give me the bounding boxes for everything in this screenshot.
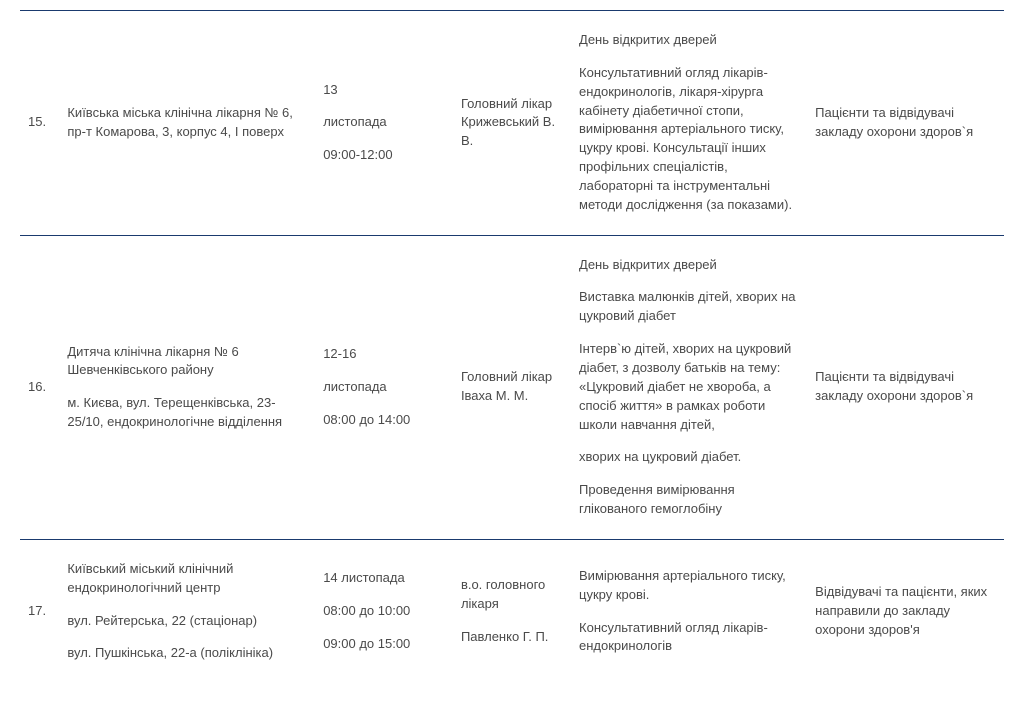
table-row: 17.Київський міський клінічний ендокрино…	[20, 539, 1004, 683]
activities-para: Проведення вимірювання глікованого гемог…	[579, 481, 799, 519]
table-row: 15.Київська міська клінічна лікарня № 6,…	[20, 11, 1004, 236]
schedule-table: 15.Київська міська клінічна лікарня № 6,…	[20, 10, 1004, 683]
institution: Київська міська клінічна лікарня № 6, пр…	[59, 11, 315, 236]
responsible-para: в.о. головного лікаря	[461, 576, 563, 614]
responsible: Головний лікар Іваха М. М.	[453, 235, 571, 539]
audience-para: Пацієнти та відвідувачі закладу охорони …	[815, 368, 996, 406]
activities: День відкритих дверей Виставка малюнків д…	[571, 235, 807, 539]
institution: Дитяча клінічна лікарня № 6 Шевченківськ…	[59, 235, 315, 539]
audience: Пацієнти та відвідувачі закладу охорони …	[807, 11, 1004, 236]
responsible-para: Головний лікар Крижевський В. В.	[461, 95, 563, 152]
row-number: 17.	[20, 539, 59, 683]
activities-para: Виставка малюнків дітей, хворих на цукро…	[579, 288, 799, 326]
activities-para: Вимірювання артеріального тиску, цукру к…	[579, 567, 799, 605]
activities: Вимірювання артеріального тиску, цукру к…	[571, 539, 807, 683]
responsible: в.о. головного лікаря Павленко Г. П.	[453, 539, 571, 683]
audience-para: Відвідувачі та пацієнти, яких направили …	[815, 583, 996, 640]
date-time: 14 листопада 08:00 до 10:00 09:00 до 15:00	[315, 539, 453, 683]
row-number: 15.	[20, 11, 59, 236]
institution-para: Київська міська клінічна лікарня № 6, пр…	[67, 104, 307, 142]
institution-para: Київський міський клінічний ендокринолог…	[67, 560, 307, 598]
date-time-para: 08:00 до 10:00	[323, 602, 445, 621]
date-time-para: 09:00-12:00	[323, 146, 445, 165]
audience: Відвідувачі та пацієнти, яких направили …	[807, 539, 1004, 683]
institution-para: Дитяча клінічна лікарня № 6 Шевченківськ…	[67, 343, 307, 381]
activities-para: День відкритих дверей	[579, 31, 799, 50]
activities-para: Інтерв`ю дітей, хворих на цукровий діабе…	[579, 340, 799, 434]
activities: День відкритих дверей Консультативний огл…	[571, 11, 807, 236]
table-row: 16.Дитяча клінічна лікарня № 6 Шевченків…	[20, 235, 1004, 539]
responsible-para: Головний лікар Іваха М. М.	[461, 368, 563, 406]
responsible: Головний лікар Крижевський В. В.	[453, 11, 571, 236]
activities-para: хворих на цукровий діабет.	[579, 448, 799, 467]
date-time-para: 13	[323, 81, 445, 100]
date-time: 12-16 листопада 08:00 до 14:00	[315, 235, 453, 539]
institution: Київський міський клінічний ендокринолог…	[59, 539, 315, 683]
responsible-para: Павленко Г. П.	[461, 628, 563, 647]
date-time: 13 листопада 09:00-12:00	[315, 11, 453, 236]
audience-para: Пацієнти та відвідувачі закладу охорони …	[815, 104, 996, 142]
institution-para: вул. Пушкінська, 22-а (поліклініка)	[67, 644, 307, 663]
activities-para: Консультативний огляд лікарів-ендокринол…	[579, 619, 799, 657]
date-time-para: 12-16	[323, 345, 445, 364]
date-time-para: 14 листопада	[323, 569, 445, 588]
date-time-para: листопада	[323, 378, 445, 397]
row-number: 16.	[20, 235, 59, 539]
date-time-para: 09:00 до 15:00	[323, 635, 445, 654]
audience: Пацієнти та відвідувачі закладу охорони …	[807, 235, 1004, 539]
activities-para: День відкритих дверей	[579, 256, 799, 275]
institution-para: вул. Рейтерська, 22 (стаціонар)	[67, 612, 307, 631]
date-time-para: листопада	[323, 113, 445, 132]
activities-para: Консультативний огляд лікарів-ендокринол…	[579, 64, 799, 215]
institution-para: м. Києва, вул. Терещенківська, 23-25/10,…	[67, 394, 307, 432]
date-time-para: 08:00 до 14:00	[323, 411, 445, 430]
